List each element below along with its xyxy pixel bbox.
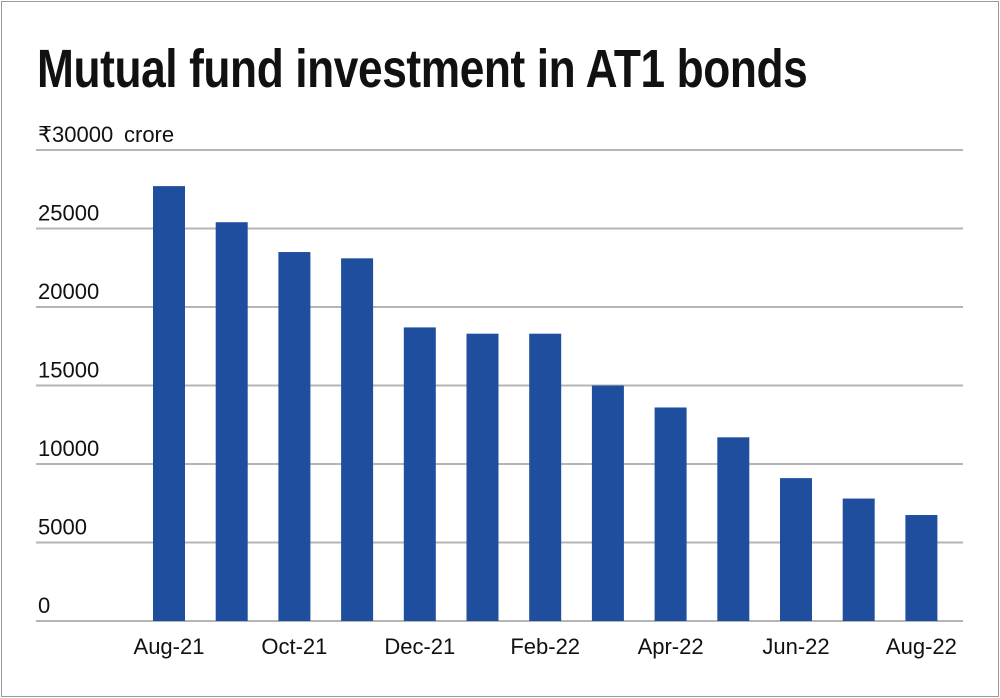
bar-Mar-22: [591, 385, 624, 621]
y-tick-label: 20000: [38, 279, 99, 304]
y-unit-label: crore: [124, 122, 174, 147]
x-tick-label: Apr-22: [638, 634, 704, 659]
y-tick-label: 15000: [38, 358, 99, 383]
bar-Jan-22: [466, 333, 499, 621]
bar-Nov-21: [341, 258, 374, 621]
bar-Jun-22: [780, 478, 812, 621]
x-tick-label: Oct-21: [261, 634, 327, 659]
bar-Feb-22: [529, 333, 562, 621]
bar-Jul-22: [842, 498, 875, 621]
y-tick-label: 10000: [38, 436, 99, 461]
x-tick-label: Feb-22: [510, 634, 580, 659]
y-tick-label: 0: [38, 593, 50, 618]
bar-Aug-22: [905, 515, 938, 621]
bar-Dec-21: [403, 327, 436, 621]
bar-May-22: [717, 437, 750, 621]
y-tick-label: ₹30000: [38, 122, 113, 147]
chart-title: Mutual fund investment in AT1 bonds: [37, 39, 808, 99]
y-tick-label: 25000: [38, 201, 99, 226]
x-tick-label: Jun-22: [762, 634, 829, 659]
x-tick-label: Dec-21: [384, 634, 455, 659]
x-tick-label: Aug-21: [134, 634, 205, 659]
bar-Oct-21: [278, 252, 311, 622]
y-tick-label: 5000: [38, 515, 87, 540]
bar-Apr-22: [654, 407, 687, 621]
x-tick-label: Aug-22: [886, 634, 957, 659]
bar-Sep-21: [215, 222, 248, 621]
bar-Aug-21: [153, 186, 185, 622]
